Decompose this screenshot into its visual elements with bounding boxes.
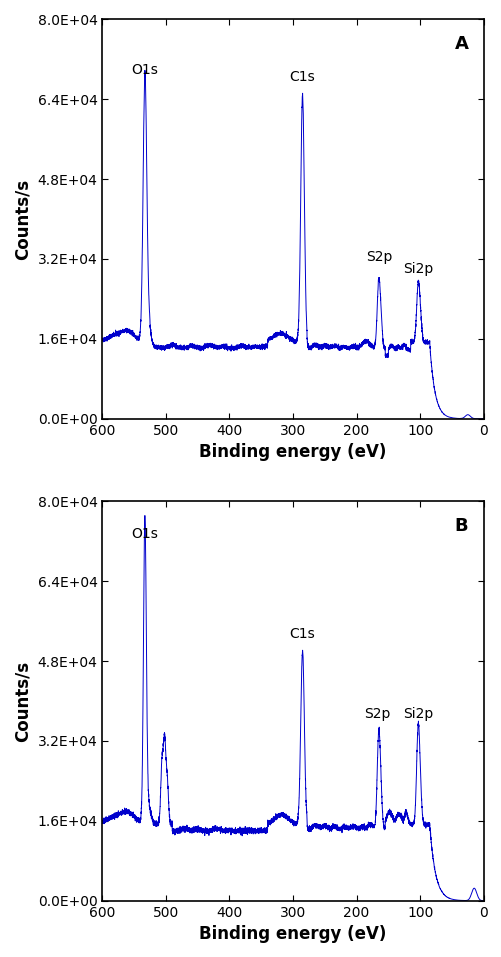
Text: S2p: S2p [365,250,391,264]
Y-axis label: Counts/s: Counts/s [14,660,32,742]
Text: O1s: O1s [131,63,158,77]
Text: B: B [454,518,467,535]
Text: O1s: O1s [131,527,158,542]
X-axis label: Binding energy (eV): Binding energy (eV) [199,443,386,461]
Text: Si2p: Si2p [402,707,432,721]
Y-axis label: Counts/s: Counts/s [14,179,32,259]
Text: S2p: S2p [363,707,389,721]
Text: C1s: C1s [289,627,315,641]
Text: A: A [454,35,467,54]
Text: Si2p: Si2p [402,262,432,277]
Text: C1s: C1s [289,70,315,84]
X-axis label: Binding energy (eV): Binding energy (eV) [199,925,386,943]
